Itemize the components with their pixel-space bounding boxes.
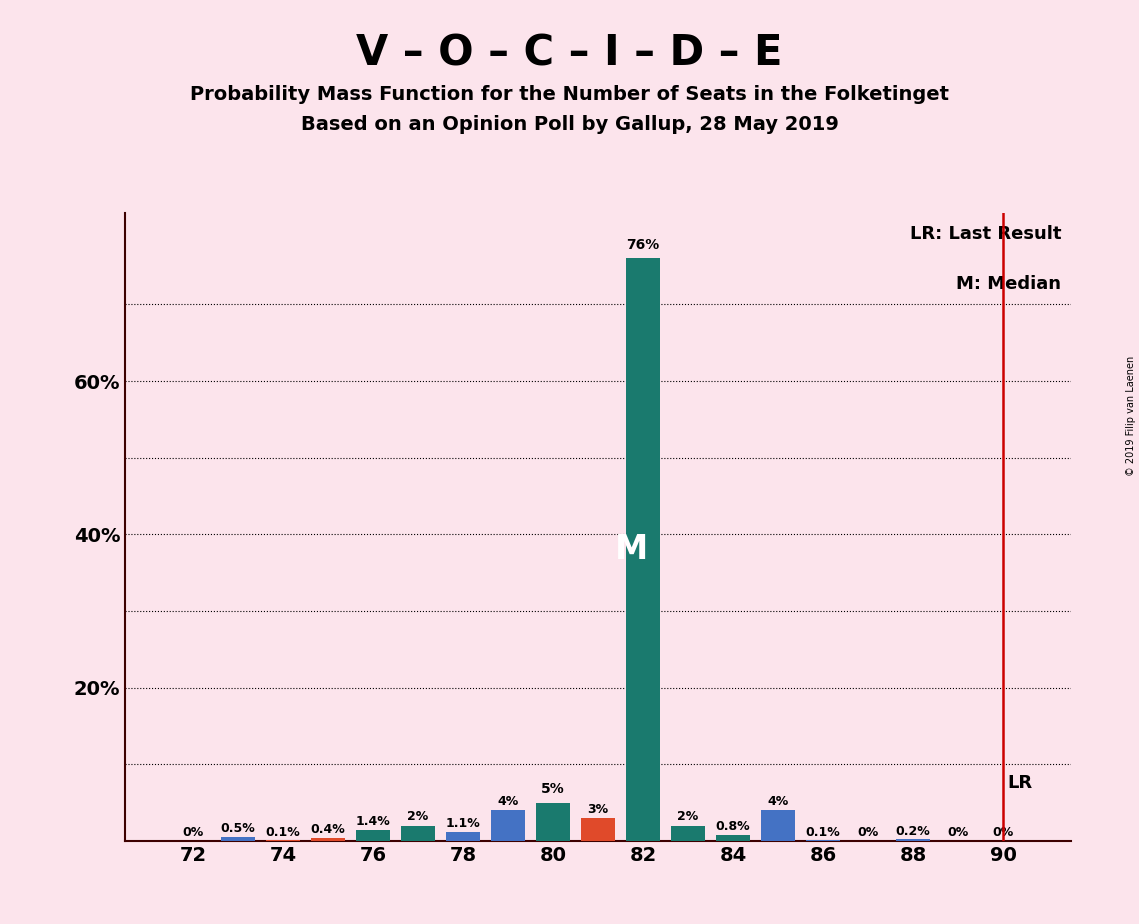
Text: 76%: 76%: [626, 238, 659, 252]
Text: 2%: 2%: [408, 810, 428, 823]
Text: 0.1%: 0.1%: [805, 825, 841, 839]
Text: M: Median: M: Median: [957, 275, 1062, 293]
Text: 0.2%: 0.2%: [895, 825, 931, 838]
Text: 5%: 5%: [541, 783, 565, 796]
Text: 4%: 4%: [498, 795, 518, 808]
Text: LR: LR: [1008, 774, 1033, 793]
Text: 4%: 4%: [768, 795, 788, 808]
Text: 0%: 0%: [858, 826, 878, 839]
Bar: [221, 837, 255, 841]
Text: 3%: 3%: [588, 803, 608, 816]
Text: 0%: 0%: [992, 826, 1014, 839]
Bar: [357, 830, 390, 841]
Text: 0%: 0%: [948, 826, 969, 839]
Text: 0.4%: 0.4%: [311, 823, 345, 836]
Bar: [536, 803, 570, 841]
Text: LR: Last Result: LR: Last Result: [910, 225, 1062, 243]
Bar: [716, 834, 749, 841]
Bar: [401, 825, 435, 841]
Bar: [896, 839, 929, 841]
Text: © 2019 Filip van Laenen: © 2019 Filip van Laenen: [1125, 356, 1136, 476]
Text: V – O – C – I – D – E: V – O – C – I – D – E: [357, 32, 782, 74]
Text: 1.4%: 1.4%: [355, 815, 391, 828]
Text: 0.1%: 0.1%: [265, 825, 301, 839]
Text: 1.1%: 1.1%: [445, 817, 481, 830]
Text: 0%: 0%: [182, 826, 204, 839]
Text: M: M: [615, 533, 648, 566]
Bar: [626, 259, 659, 841]
Bar: [446, 833, 480, 841]
Text: 2%: 2%: [678, 810, 698, 823]
Bar: [581, 818, 615, 841]
Text: Probability Mass Function for the Number of Seats in the Folketinget: Probability Mass Function for the Number…: [190, 85, 949, 104]
Text: 0.5%: 0.5%: [221, 822, 255, 835]
Bar: [671, 825, 705, 841]
Text: Based on an Opinion Poll by Gallup, 28 May 2019: Based on an Opinion Poll by Gallup, 28 M…: [301, 116, 838, 135]
Bar: [491, 810, 525, 841]
Text: 0.8%: 0.8%: [715, 821, 751, 833]
Bar: [311, 838, 345, 841]
Bar: [761, 810, 795, 841]
